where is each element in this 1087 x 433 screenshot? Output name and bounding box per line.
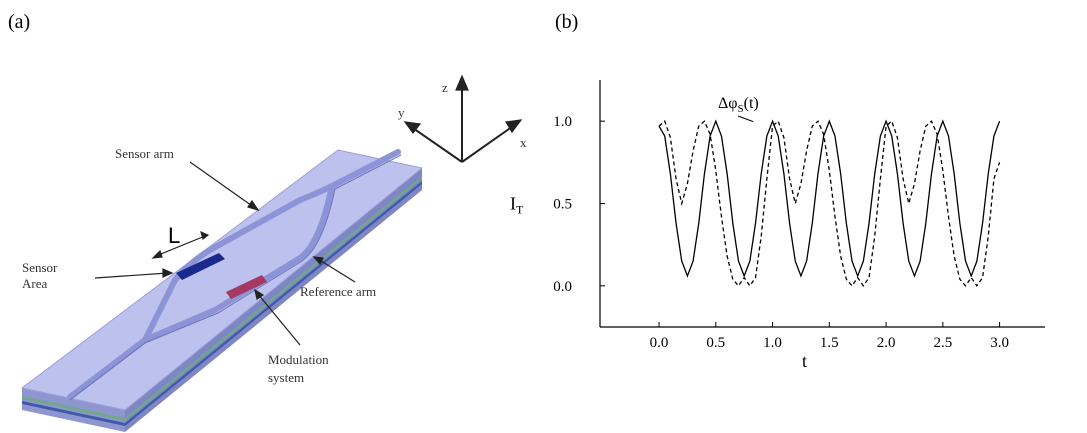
series-line — [658, 119, 1001, 278]
x-tick-label: 0.0 — [650, 335, 669, 351]
annotation-sub: S — [738, 103, 744, 115]
annotation-suffix: (t) — [744, 95, 759, 112]
axis-label: z — [442, 80, 448, 95]
series-line — [658, 120, 1001, 287]
y-tick-label: 0.0 — [553, 279, 572, 295]
label: system — [268, 370, 304, 385]
y-tick-label: 1.0 — [553, 114, 572, 130]
panel-label: (b) — [555, 11, 578, 33]
slab-layer — [125, 176, 422, 421]
label: Sensor — [22, 260, 58, 275]
annotation: ΔφS(t) — [718, 95, 759, 115]
annotation-main: Δφ — [718, 95, 738, 112]
x-tick-label: 2.5 — [933, 335, 952, 351]
slab-top — [20, 149, 424, 411]
sensor-area — [176, 253, 225, 280]
y-tick-label: 0.5 — [553, 197, 572, 213]
waveguide-edge — [69, 154, 402, 401]
label: Sensor arm — [115, 146, 174, 161]
y-axis-label-sub: T — [516, 203, 524, 217]
modulation-area — [226, 275, 267, 299]
callouts — [94, 74, 523, 346]
label: L — [168, 223, 180, 248]
slab-layer — [125, 181, 422, 426]
slab-layer — [22, 396, 125, 421]
x-axis-label: t — [802, 351, 807, 371]
device-diagram: Sensor arm L Sensor Area Reference arm M… — [20, 74, 527, 432]
x-tick-label: 2.0 — [877, 335, 896, 351]
y-axis-label-main: I — [510, 194, 516, 214]
axis-label: x — [520, 135, 527, 150]
label: Modulation — [268, 352, 329, 367]
x-tick-label: 1.5 — [820, 335, 839, 351]
x-tick-label: 1.0 — [763, 335, 782, 351]
panel-label: (a) — [8, 11, 30, 33]
axis-label: y — [398, 105, 405, 120]
label: Area — [22, 276, 47, 291]
y-axis-label: IT — [510, 194, 524, 217]
annotation-arrow — [737, 115, 754, 123]
label: Reference arm — [300, 284, 376, 299]
x-tick-label: 0.5 — [706, 335, 725, 351]
slab-layer — [22, 401, 125, 426]
x-tick-label: 3.0 — [990, 335, 1009, 351]
